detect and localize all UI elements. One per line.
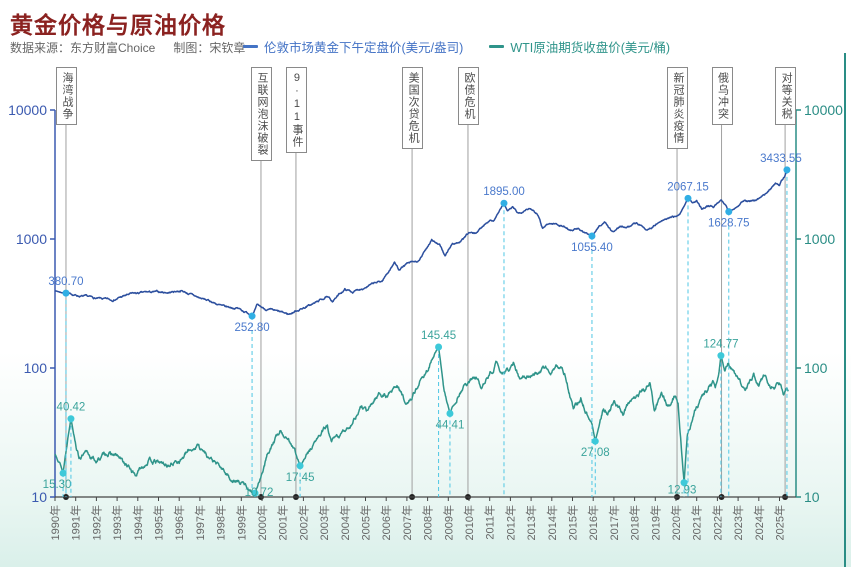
data-value-label: 40.42 <box>57 402 86 414</box>
data-source-text: 数据来源：东方财富Choice <box>10 41 156 55</box>
data-point-marker <box>783 166 791 174</box>
data-value-label: 252.80 <box>234 322 269 334</box>
data-value-label: 380.70 <box>48 276 83 288</box>
x-axis-year-label: 2004年 <box>338 505 352 540</box>
data-value-label: 124.77 <box>703 339 738 351</box>
x-axis-year-label: 2022年 <box>710 505 724 540</box>
data-value-label: 145.45 <box>421 330 456 342</box>
x-axis-year-label: 2007年 <box>400 505 414 540</box>
data-value-label: 1055.40 <box>571 242 613 254</box>
gold-price-line <box>54 169 789 317</box>
data-value-label: 17.45 <box>286 472 315 484</box>
x-axis-year-label: 2000年 <box>255 505 269 540</box>
data-point-marker <box>67 415 75 423</box>
right-axis-tick-label: 10000 <box>804 102 843 118</box>
data-value-label: 27.08 <box>581 447 610 459</box>
x-axis-year-label: 2008年 <box>421 505 435 540</box>
right-axis-tick-label: 10 <box>804 489 820 505</box>
author-text: 制图：宋钦章 <box>173 41 246 55</box>
data-point-marker <box>248 312 256 320</box>
x-axis-year-label: 2014年 <box>545 505 559 540</box>
page-title: 黄金价格与原油价格 <box>10 12 226 38</box>
x-axis-year-label: 1992年 <box>89 505 103 540</box>
data-value-label: 3433.55 <box>760 153 802 165</box>
data-value-label: 12.93 <box>668 485 697 497</box>
x-axis-year-label: 1997年 <box>193 505 207 540</box>
data-value-label: 2067.15 <box>667 181 709 193</box>
x-axis-year-label: 2006年 <box>379 505 393 540</box>
x-axis-year-label: 1999年 <box>234 505 248 540</box>
x-axis-year-label: 2018年 <box>628 505 642 540</box>
data-point-marker <box>446 409 454 417</box>
gold-line-swatch-icon <box>243 45 258 48</box>
data-point-marker <box>296 462 304 470</box>
legend-item-gold[interactable]: 伦敦市场黄金下午定盘价(美元/盎司) <box>243 37 463 56</box>
x-axis-year-label: 2017年 <box>607 505 621 540</box>
data-value-label: 1895.00 <box>483 186 525 198</box>
left-axis-tick-label: 100 <box>24 360 48 376</box>
data-point-marker <box>717 352 725 360</box>
data-point-marker <box>251 489 259 497</box>
right-axis-tick-label: 100 <box>804 360 828 376</box>
x-axis-year-label: 2011年 <box>483 505 497 540</box>
x-axis-year-label: 1996年 <box>172 505 186 540</box>
data-value-label: 15.30 <box>43 479 72 491</box>
x-axis-year-label: 2025年 <box>773 505 787 540</box>
x-axis-year-label: 2010年 <box>462 505 476 540</box>
left-axis-tick-label: 1000 <box>16 231 47 247</box>
x-axis-year-label: 2020年 <box>669 505 683 540</box>
left-axis-tick-label: 10 <box>31 489 47 505</box>
data-point-marker <box>59 469 67 477</box>
x-axis-year-label: 2021年 <box>690 505 704 540</box>
x-axis-year-label: 2001年 <box>276 505 290 540</box>
x-axis-year-label: 2002年 <box>296 505 310 540</box>
chart-legend: 伦敦市场黄金下午定盘价(美元/盎司) WTI原油期货收盘价(美元/桶) <box>243 37 670 56</box>
x-axis-year-label: 2005年 <box>359 505 373 540</box>
x-axis-year-label: 1993年 <box>110 505 124 540</box>
data-value-label: 44.41 <box>436 419 465 431</box>
x-axis-year-label: 2019年 <box>648 505 662 540</box>
data-point-marker <box>588 232 596 240</box>
x-axis-year-label: 2009年 <box>441 505 455 540</box>
data-point-marker <box>684 194 692 202</box>
right-frame-border <box>844 53 846 567</box>
legend-item-oil[interactable]: WTI原油期货收盘价(美元/桶) <box>489 37 670 56</box>
data-point-marker <box>62 289 70 297</box>
x-axis-year-label: 1995年 <box>152 505 166 540</box>
x-axis-year-label: 2012年 <box>503 505 517 540</box>
data-point-marker <box>591 437 599 445</box>
data-point-marker <box>680 479 688 487</box>
oil-price-line <box>54 346 789 494</box>
legend-label-oil: WTI原油期货收盘价(美元/桶) <box>510 41 671 55</box>
data-point-marker <box>435 343 443 351</box>
oil-line-swatch-icon <box>489 45 505 48</box>
data-value-label: 1628.75 <box>708 218 750 230</box>
x-axis-year-label: 2013年 <box>524 505 538 540</box>
x-axis-year-label: 1990年 <box>48 505 62 540</box>
data-value-label: 10.72 <box>245 487 274 499</box>
data-point-marker <box>500 199 508 207</box>
x-axis-year-label: 2003年 <box>317 505 331 540</box>
x-axis-year-label: 2023年 <box>731 505 745 540</box>
x-axis-year-label: 2015年 <box>566 505 580 540</box>
x-axis-year-label: 2016年 <box>586 505 600 540</box>
x-axis-year-label: 2024年 <box>752 505 766 540</box>
x-axis-year-label: 1994年 <box>131 505 145 540</box>
chart-subtitle: 数据来源：东方财富Choice 制图：宋钦章 <box>10 39 245 56</box>
legend-label-gold: 伦敦市场黄金下午定盘价(美元/盎司) <box>264 41 464 55</box>
data-point-marker <box>725 208 733 216</box>
right-axis-tick-label: 1000 <box>804 231 835 247</box>
left-axis-tick-label: 10000 <box>8 102 47 118</box>
x-axis-year-label: 1998年 <box>214 505 228 540</box>
x-axis-year-label: 1991年 <box>69 505 83 540</box>
